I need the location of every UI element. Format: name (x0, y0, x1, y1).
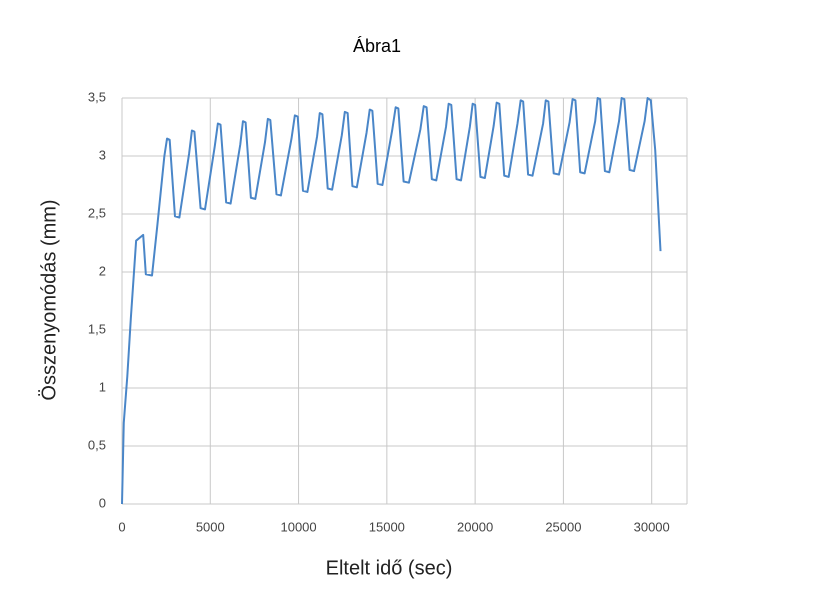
y-tick-label: 1 (99, 379, 106, 394)
x-tick-label: 30000 (634, 519, 670, 534)
x-tick-label: 25000 (545, 519, 581, 534)
y-tick-label: 1,5 (88, 321, 106, 336)
data-line (121, 97, 662, 505)
y-tick-label: 3 (99, 147, 106, 162)
x-tick-label: 5000 (196, 519, 225, 534)
y-tick-label: 0 (99, 495, 106, 510)
y-tick-label: 2 (99, 263, 106, 278)
x-tick-label: 0 (118, 519, 125, 534)
y-tick-label: 3,5 (88, 89, 106, 104)
x-axis-label: Eltelt idő (sec) (326, 557, 453, 579)
x-tick-label: 15000 (369, 519, 405, 534)
x-tick-label: 20000 (457, 519, 493, 534)
x-tick-label: 10000 (280, 519, 316, 534)
y-axis-label: Összenyomódás (mm) (38, 199, 60, 400)
y-tick-label: 0,5 (88, 437, 106, 452)
y-tick-label: 2,5 (88, 205, 106, 220)
chart-title: Ábra1 (353, 36, 401, 56)
